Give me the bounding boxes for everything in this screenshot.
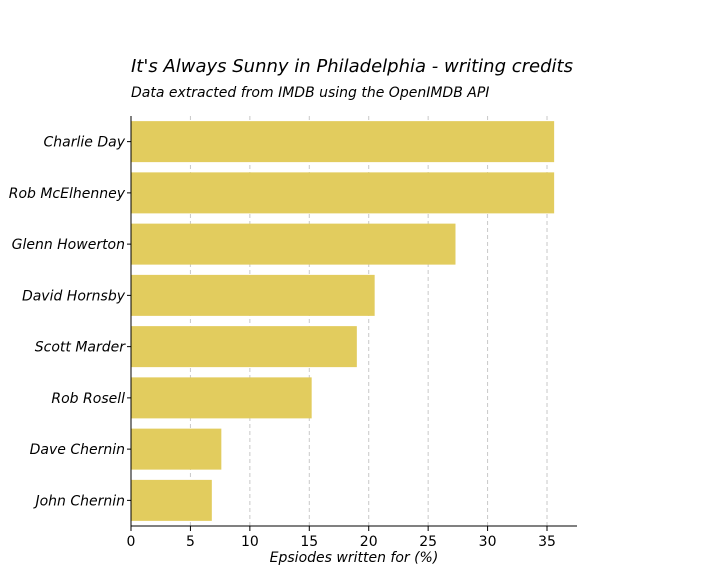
bar	[131, 274, 375, 316]
category-label: Rob Rosell	[51, 391, 125, 407]
x-tick-label: 30	[479, 534, 497, 550]
category-label: David Hornsby	[22, 288, 126, 304]
x-tick-label: 25	[419, 534, 437, 550]
grid-lines	[189, 116, 548, 526]
category-label: Scott Marder	[35, 340, 126, 356]
x-tick-label: 10	[241, 534, 259, 550]
x-tick-label: 35	[538, 534, 556, 550]
x-tick-label: 15	[300, 534, 318, 550]
bar	[131, 172, 555, 214]
bar	[131, 428, 222, 470]
x-tick-label: 20	[360, 534, 378, 550]
category-label: John Chernin	[32, 493, 125, 509]
chart-title: It's Always Sunny in Philadelphia - writ…	[131, 56, 573, 77]
category-label: Charlie Day	[44, 135, 126, 151]
category-label: Glenn Howerton	[12, 237, 125, 253]
bar	[131, 121, 555, 163]
category-label: Rob McElhenney	[9, 186, 126, 202]
x-tick-label: 5	[186, 534, 195, 550]
x-axis-label: Epsiodes written for (%)	[270, 550, 439, 566]
category-label: Dave Chernin	[30, 442, 125, 458]
x-axis-ticks: 0 5 10 15 20 25 30 35	[127, 526, 556, 550]
category-labels: Charlie Day Rob McElhenney Glenn Howerton D…	[9, 135, 131, 509]
x-tick-label: 0	[127, 534, 136, 550]
bar	[131, 223, 456, 265]
bar	[131, 326, 357, 368]
chart-subtitle: Data extracted from IMDB using the OpenI…	[131, 85, 489, 101]
bar	[131, 479, 212, 521]
bars	[131, 121, 555, 521]
bar	[131, 377, 312, 419]
